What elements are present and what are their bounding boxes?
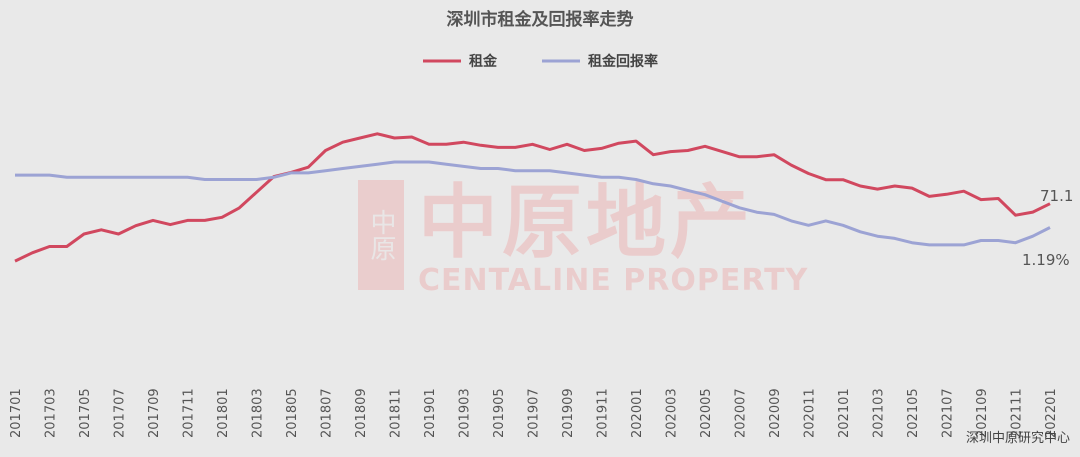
x-tick-label: 202003 [665,388,680,438]
x-tick-label: 201709 [147,388,162,438]
x-tick-label: 201801 [216,388,231,438]
watermark-en: CENTALINE PROPERTY [418,263,809,298]
legend-label-yield: 租金回报率 [588,53,658,70]
legend: 租金 租金回报率 [423,53,658,70]
x-tick-label: 202109 [975,388,990,438]
x-tick-label: 202011 [803,388,818,438]
watermark: 中原 中原地产 CENTALINE PROPERTY [358,176,809,298]
x-tick-label: 201803 [251,388,266,438]
x-tick-label: 201707 [113,388,128,438]
rent-line [14,132,1051,263]
x-tick-label: 201809 [354,388,369,438]
source-note: 深圳中原研究中心 [966,431,1070,446]
x-axis-ticks: 201701 201703 201705 201707 201709 201711 2018… [9,388,1059,438]
x-tick-label: 201907 [527,388,542,438]
watermark-cn: 中原地产 [418,176,754,269]
x-tick-label: 201911 [596,388,611,438]
yield-line [15,160,1051,247]
x-tick-label: 202009 [768,388,783,438]
x-tick-label: 201903 [458,388,473,438]
x-tick-label: 202107 [941,388,956,438]
x-tick-label: 201701 [9,388,24,438]
x-tick-label: 201805 [285,388,300,438]
yield-end-label: 1.19% [1022,251,1070,269]
legend-label-rent: 租金 [469,53,498,70]
x-tick-label: 202101 [837,388,852,438]
x-tick-label: 202001 [630,388,645,438]
x-tick-label: 201711 [182,388,197,438]
watermark-seal-text: 中原 [366,209,396,261]
x-tick-label: 202005 [699,388,714,438]
x-tick-label: 202201 [1044,388,1059,438]
x-tick-label: 202111 [1010,388,1025,438]
x-tick-label: 202103 [872,388,887,438]
rent-end-label: 71.1 [1040,187,1073,205]
series-layer [14,132,1051,263]
x-tick-label: 201811 [389,388,404,438]
x-tick-label: 201905 [492,388,507,438]
x-tick-label: 201705 [78,388,93,438]
watermark-seal [358,180,404,290]
x-tick-label: 202007 [734,388,749,438]
x-tick-label: 202105 [906,388,921,438]
chart-title: 深圳市租金及回报率走势 [447,9,634,30]
x-tick-label: 201901 [423,388,438,438]
x-tick-label: 201807 [320,388,335,438]
x-tick-label: 201909 [561,388,576,438]
x-tick-label: 201703 [44,388,59,438]
